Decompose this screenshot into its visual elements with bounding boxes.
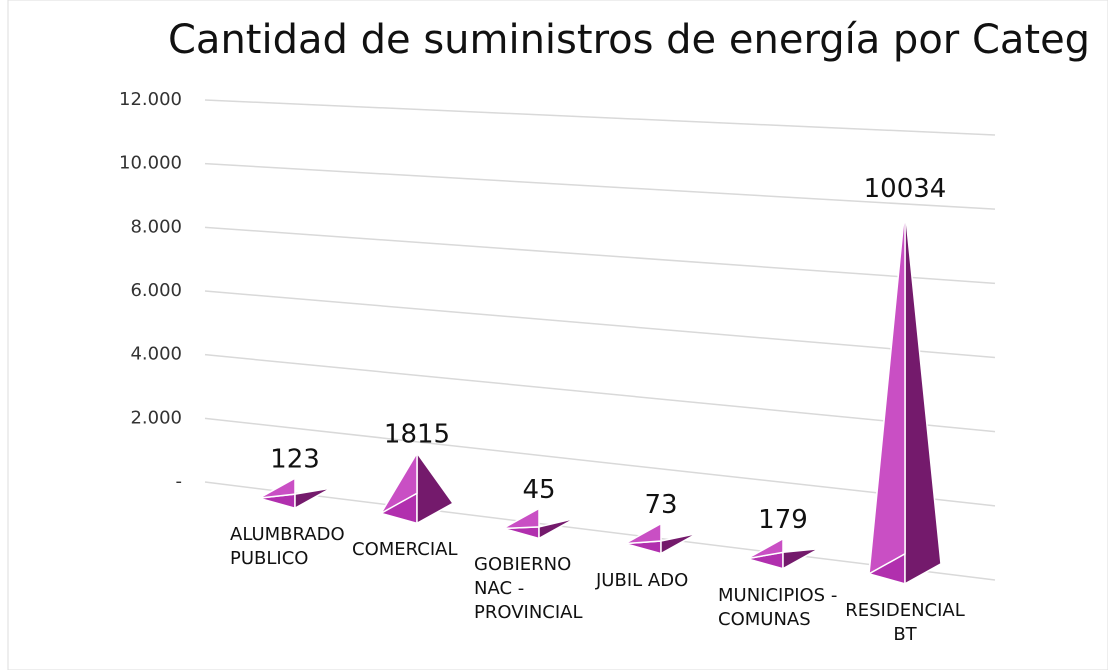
y-tick-label: 2.000 <box>130 407 182 428</box>
x-tick-label: RESIDENCIAL BT <box>845 599 965 645</box>
pyramid-face <box>660 532 698 555</box>
pyramid <box>378 450 455 525</box>
grid-line <box>204 99 996 136</box>
data-label: 45 <box>522 475 555 505</box>
y-tick-label: 12.000 <box>119 89 182 110</box>
y-tick-label: - <box>176 471 183 492</box>
y-tick-label: 6.000 <box>130 280 182 301</box>
data-label: 123 <box>270 445 320 475</box>
y-tick-label: 8.000 <box>130 216 182 237</box>
pyramid-face <box>868 207 906 576</box>
grid-line <box>204 290 996 359</box>
y-tick-label: 4.000 <box>130 344 182 365</box>
pyramid-face <box>378 450 418 516</box>
grid-line <box>204 481 996 581</box>
x-tick-label: JUBIL ADO <box>596 569 689 591</box>
grid-line <box>204 417 996 507</box>
pyramid <box>258 476 332 510</box>
data-label: 73 <box>644 490 677 520</box>
pyramid <box>868 207 942 586</box>
grid-line <box>204 162 996 210</box>
x-tick-label: GOBIERNO NAC - PROVINCIAL <box>474 554 583 624</box>
grid-line <box>204 226 996 285</box>
pyramid-face <box>624 522 662 545</box>
grid-line <box>204 353 996 433</box>
pyramid <box>624 522 698 555</box>
chart-title: Cantidad de suministros de energía por C… <box>168 17 1090 63</box>
pyramid <box>502 507 576 540</box>
data-label: 179 <box>758 505 808 535</box>
x-tick-label: COMERCIAL <box>352 539 458 561</box>
x-tick-label: ALUMBRADO PUBLICO <box>230 524 345 570</box>
data-label: 10034 <box>864 174 947 204</box>
data-label: 1815 <box>384 419 450 449</box>
y-tick-label: 10.000 <box>119 153 182 174</box>
pyramid-face <box>746 537 784 560</box>
pyramid-face <box>294 487 332 510</box>
pyramid-face <box>502 507 540 530</box>
pyramid-face <box>538 517 576 540</box>
x-tick-label: MUNICIPIOS - COMUNAS <box>718 584 838 630</box>
pyramid-face <box>258 476 296 499</box>
pyramid <box>746 537 820 570</box>
pyramid-face <box>782 547 820 570</box>
